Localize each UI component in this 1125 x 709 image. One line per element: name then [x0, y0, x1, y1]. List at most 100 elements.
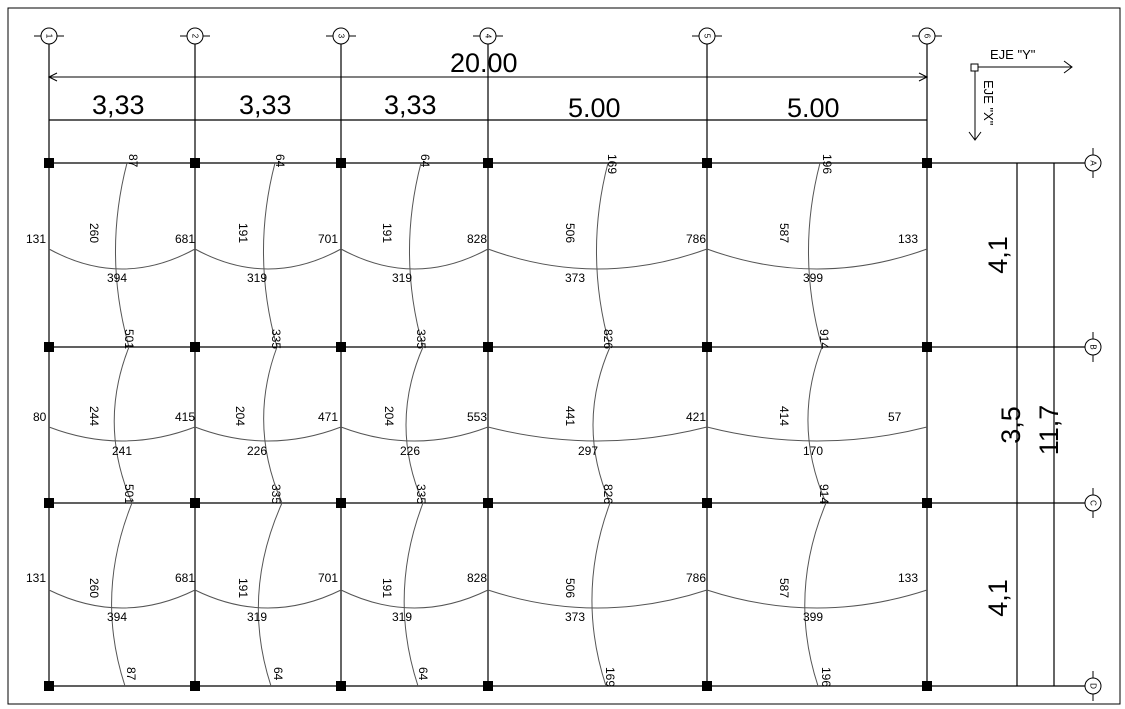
moment-end-x: 421: [686, 410, 706, 424]
moment-mid-x: 319: [247, 271, 267, 285]
drawing-frame: [8, 8, 1120, 704]
moment-end-y: 501: [122, 329, 136, 349]
moment-end-x: 415: [175, 410, 195, 424]
column: [922, 158, 932, 168]
axis-bubble-1: 1: [34, 28, 64, 44]
span-x-2: 3,33: [239, 90, 292, 120]
moment-mid-x: 394: [107, 610, 127, 624]
moment-mid-x: 399: [803, 271, 823, 285]
moment-mid-y: 204: [382, 406, 396, 426]
moment-end-x: 786: [686, 571, 706, 585]
moment-curve-x: [195, 590, 341, 608]
column: [922, 681, 932, 691]
axis-label-5: 5: [703, 34, 712, 39]
moment-end-y: 335: [269, 484, 283, 504]
column: [44, 158, 54, 168]
moment-mid-x: 297: [578, 444, 598, 458]
moment-mid-x: 241: [112, 444, 132, 458]
axis-bubble-2: 2: [180, 28, 210, 44]
column: [336, 342, 346, 352]
moment-end-x: 131: [26, 232, 46, 246]
moment-mid-x: 319: [392, 271, 412, 285]
moment-mid-y: 191: [380, 578, 394, 598]
span-y-3: 4,1: [983, 579, 1013, 617]
axis-bubble-4: 4: [473, 28, 503, 44]
moment-end-y: 335: [414, 484, 428, 504]
column: [44, 681, 54, 691]
column: [483, 342, 493, 352]
moment-curve-x: [341, 249, 488, 269]
axis-bubble-3: 3: [326, 28, 356, 44]
column: [483, 681, 493, 691]
moment-end-y: 64: [416, 667, 430, 681]
moment-mid-y: 260: [87, 223, 101, 243]
moment-curve-x: [195, 249, 341, 269]
moment-end-x: 681: [175, 571, 195, 585]
moment-end-y: 501: [122, 484, 136, 504]
span-x-1: 3,33: [92, 90, 145, 120]
moment-end-x: 828: [467, 232, 487, 246]
column: [922, 342, 932, 352]
moment-end-y: 196: [820, 154, 834, 174]
moment-mid-x: 226: [247, 444, 267, 458]
moment-end-x: 553: [467, 410, 487, 424]
column: [922, 498, 932, 508]
moment-end-y: 87: [124, 667, 138, 681]
axis-label-1: 1: [45, 34, 54, 39]
moment-end-x: 681: [175, 232, 195, 246]
moment-curve-x: [707, 249, 927, 269]
moment-end-y: 914: [817, 329, 831, 349]
moment-end-y: 64: [418, 154, 432, 168]
moment-end-x: 828: [467, 571, 487, 585]
axis-origin-square: [971, 64, 978, 71]
moment-curve-x: [488, 249, 707, 269]
column: [336, 681, 346, 691]
moment-mid-x: 319: [247, 610, 267, 624]
moment-mid-y: 244: [87, 406, 101, 426]
total-y-dimension: 11,7: [1034, 405, 1064, 456]
axis-label-3: 3: [337, 34, 346, 39]
column: [190, 342, 200, 352]
moment-end-x: 701: [318, 571, 338, 585]
column: [483, 498, 493, 508]
axis-bubble-C: C: [1085, 488, 1101, 518]
moment-end-y: 826: [601, 484, 615, 504]
moment-mid-x: 394: [107, 271, 127, 285]
moment-end-y: 64: [273, 154, 287, 168]
axis-bubble-D: D: [1085, 671, 1101, 701]
moment-mid-y: 204: [233, 406, 247, 426]
axis-label-C: C: [1089, 500, 1098, 506]
column: [190, 158, 200, 168]
moment-end-y: 169: [605, 154, 619, 174]
moment-mid-y: 414: [777, 406, 791, 426]
moment-end-x: 57: [888, 410, 902, 424]
column: [483, 158, 493, 168]
span-x-3: 3,33: [384, 90, 437, 120]
axis-label-2: 2: [191, 34, 200, 39]
axis-label-B: B: [1089, 344, 1098, 349]
axis-label-A: A: [1089, 160, 1098, 166]
moment-end-x: 80: [33, 410, 47, 424]
moment-mid-y: 191: [236, 578, 250, 598]
axis-bubble-5: 5: [692, 28, 722, 44]
moment-curve-x: [488, 427, 707, 441]
moment-mid-y: 587: [777, 223, 791, 243]
moment-end-y: 87: [126, 154, 140, 168]
moment-curve-x: [195, 427, 341, 441]
moment-mid-x: 373: [565, 271, 585, 285]
moment-curve-x: [341, 427, 488, 441]
column: [702, 681, 712, 691]
column: [44, 342, 54, 352]
column: [702, 342, 712, 352]
moment-end-y: 914: [817, 484, 831, 504]
column: [44, 498, 54, 508]
moment-mid-x: 170: [803, 444, 823, 458]
axis-label-4: 4: [484, 34, 493, 39]
column: [190, 498, 200, 508]
axis-bubble-A: A: [1085, 148, 1101, 178]
span-x-5: 5.00: [787, 93, 840, 123]
moment-mid-x: 319: [392, 610, 412, 624]
axis-label-6: 6: [923, 34, 932, 39]
moment-mid-y: 506: [563, 578, 577, 598]
